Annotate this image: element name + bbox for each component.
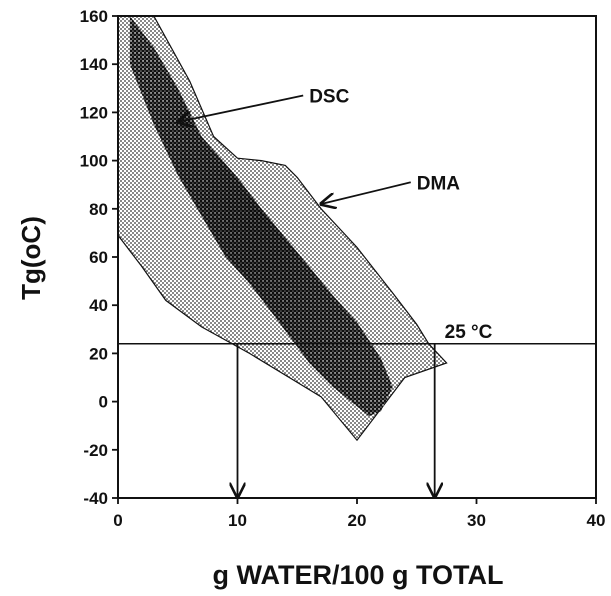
annotation-arrow-dma	[321, 181, 411, 204]
y-tick-label: 140	[80, 55, 108, 74]
annotations-layer: DSC DMA	[178, 87, 461, 204]
x-tick-label: 20	[348, 511, 367, 530]
y-tick-label: -20	[83, 441, 108, 460]
y-tick-label: 20	[89, 344, 108, 363]
y-tick-label: 0	[99, 393, 108, 412]
y-tick-label: 120	[80, 103, 108, 122]
annotation-label-dsc: DSC	[309, 87, 349, 108]
reference-lines-layer: 25 °C	[118, 322, 596, 497]
x-tick-label: 0	[113, 511, 122, 530]
y-axis-title: Tg(oC)	[16, 216, 46, 300]
x-axis-title: g WATER/100 g TOTAL	[212, 560, 503, 590]
y-tick-label: 40	[89, 296, 108, 315]
x-tick-label: 40	[587, 511, 606, 530]
x-tick-label: 10	[228, 511, 247, 530]
region-dsc-shade	[129, 16, 393, 417]
reference-line-label: 25 °C	[445, 322, 493, 343]
y-tick-label: 100	[80, 152, 108, 171]
y-tick-label: -40	[83, 489, 108, 508]
axes-layer: 160 140 120 100 80 60 40 20 0 -20 -40 0 10 20 30 40	[80, 7, 606, 530]
y-tick-label: 80	[89, 200, 108, 219]
annotation-arrow-dsc	[178, 94, 304, 123]
y-tick-label: 60	[89, 248, 108, 267]
x-tick-label: 30	[467, 511, 486, 530]
y-tick-label: 160	[80, 7, 108, 26]
regions-layer	[118, 16, 448, 442]
annotation-label-dma: DMA	[417, 173, 461, 194]
